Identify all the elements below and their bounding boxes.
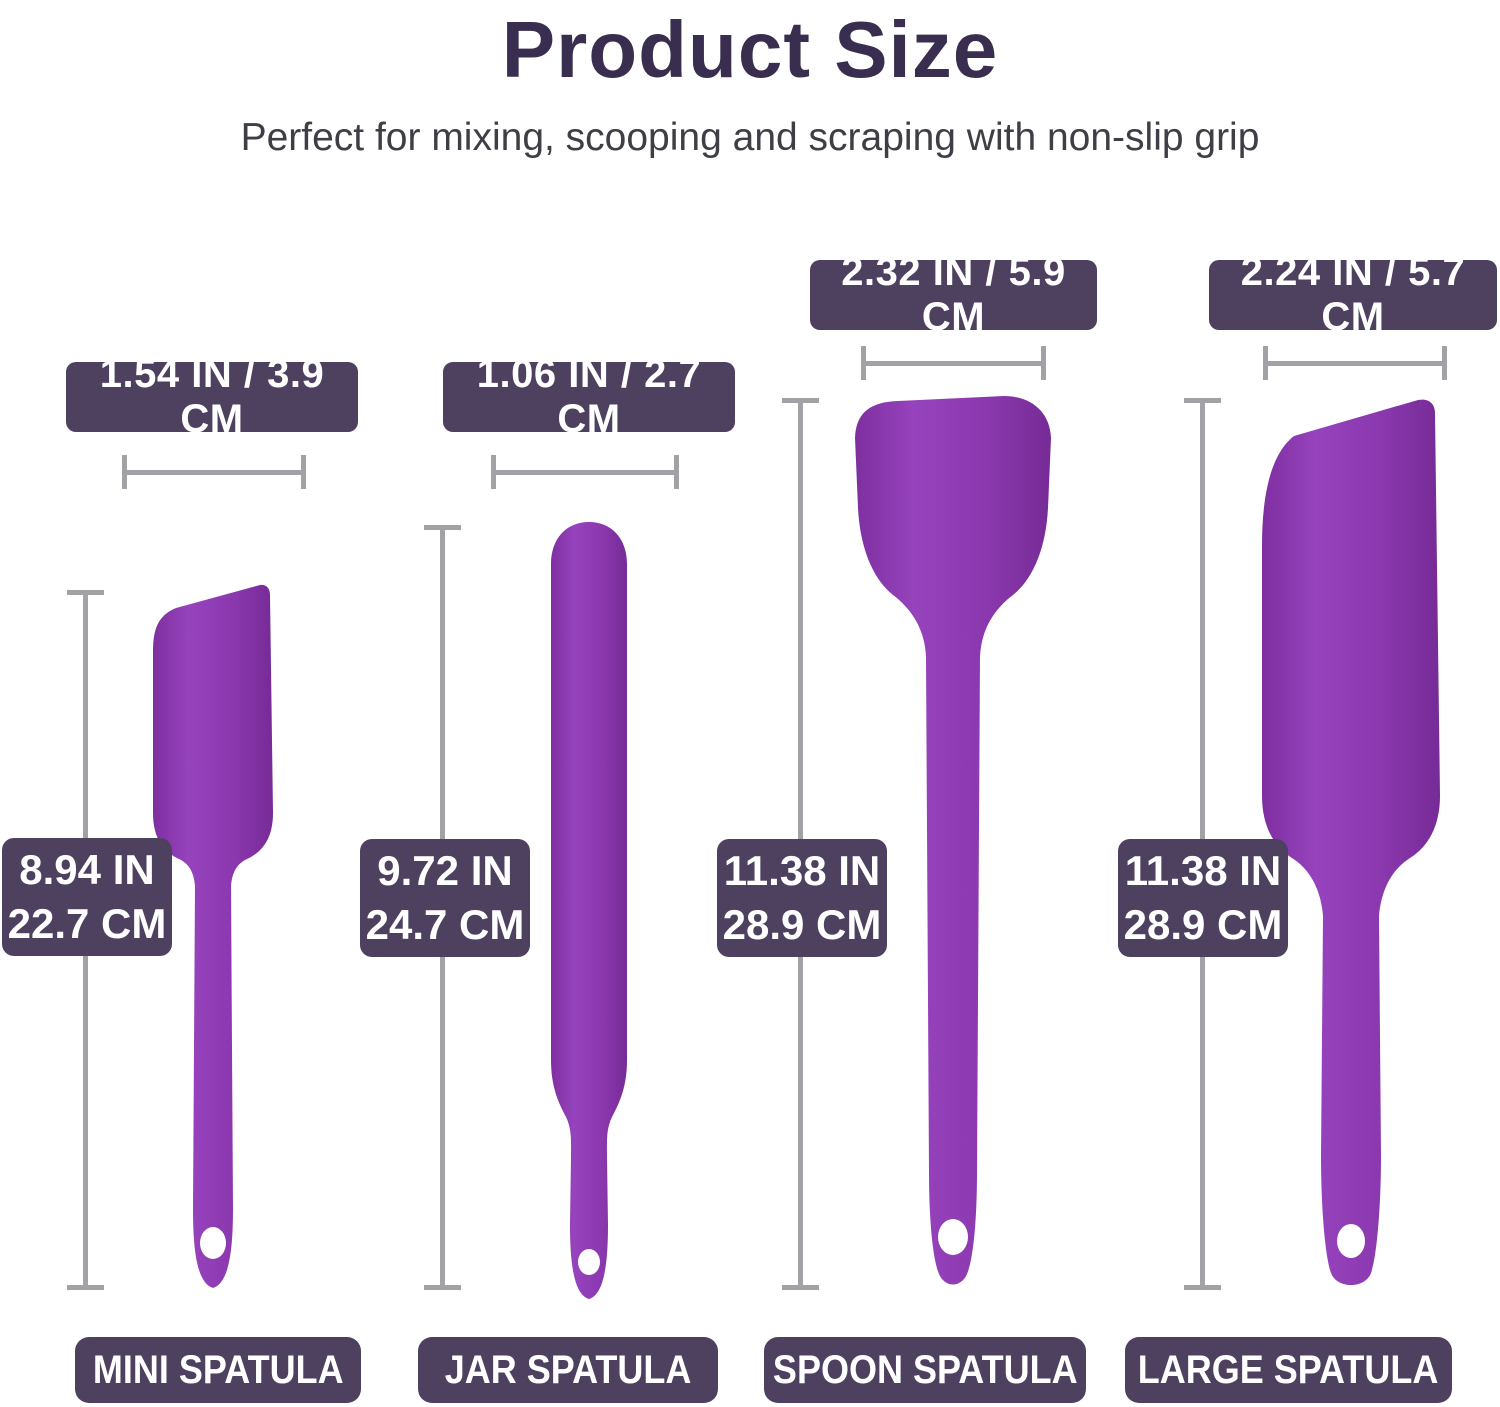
spoon-name-badge: SPOON SPATULA: [764, 1337, 1086, 1403]
jar-width-badge: 1.06 IN / 2.7 CM: [443, 352, 735, 441]
mini-width-measure-line: [122, 455, 306, 489]
large-width-label: 2.24 IN / 5.7 CM: [1240, 250, 1466, 339]
spoon-width-badge: 2.32 IN / 5.9 CM: [810, 250, 1097, 339]
jar-height-badge: 9.72 IN 24.7 CM: [360, 839, 530, 957]
mini-width-badge: 1.54 IN / 3.9 CM: [66, 352, 358, 441]
mini-name-badge: MINI SPATULA: [75, 1337, 361, 1403]
large-name-badge: LARGE SPATULA: [1125, 1337, 1452, 1403]
mini-height-cm: 22.7 CM: [7, 900, 167, 947]
spoon-height-badge: 11.38 IN 28.9 CM: [717, 839, 887, 957]
jar-name-label: JAR SPATULA: [444, 1347, 692, 1392]
page-subtitle: Perfect for mixing, scooping and scrapin…: [240, 116, 1260, 159]
large-width-badge: 2.24 IN / 5.7 CM: [1209, 250, 1497, 339]
jar-spatula-image: [551, 522, 627, 1299]
mini-height-badge: 8.94 IN 22.7 CM: [2, 838, 172, 956]
mini-name-label: MINI SPATULA: [92, 1347, 344, 1392]
large-height-badge: 11.38 IN 28.9 CM: [1118, 839, 1288, 957]
spoon-hang-hole: [938, 1219, 968, 1255]
jar-width-label: 1.06 IN / 2.7 CM: [476, 352, 702, 441]
mini-height-inches: 8.94 IN: [19, 846, 155, 893]
mini-spatula-image: [153, 584, 273, 1288]
mini-width-label: 1.54 IN / 3.9 CM: [99, 352, 325, 441]
large-height-inches: 11.38 IN: [1124, 847, 1282, 894]
jar-height-cm: 24.7 CM: [365, 901, 525, 948]
spoon-spatula-image: [855, 396, 1051, 1285]
spoon-width-label: 2.32 IN / 5.9 CM: [841, 250, 1066, 339]
jar-hang-hole: [578, 1249, 600, 1275]
jar-name-badge: JAR SPATULA: [418, 1337, 718, 1403]
large-hang-hole: [1337, 1224, 1365, 1258]
jar-height-inches: 9.72 IN: [377, 847, 513, 894]
large-width-measure-line: [1263, 346, 1447, 380]
page-title: Product Size: [501, 5, 999, 94]
spoon-height-inches: 11.38 IN: [723, 847, 881, 894]
large-spatula-image: [1262, 399, 1440, 1285]
spoon-name-label: SPOON SPATULA: [772, 1347, 1078, 1392]
jar-width-measure-line: [491, 455, 679, 489]
spoon-height-cm: 28.9 CM: [722, 901, 882, 948]
mini-hang-hole: [200, 1227, 226, 1259]
large-height-cm: 28.9 CM: [1123, 901, 1283, 948]
spoon-width-measure-line: [861, 346, 1046, 380]
large-name-label: LARGE SPATULA: [1138, 1347, 1439, 1392]
